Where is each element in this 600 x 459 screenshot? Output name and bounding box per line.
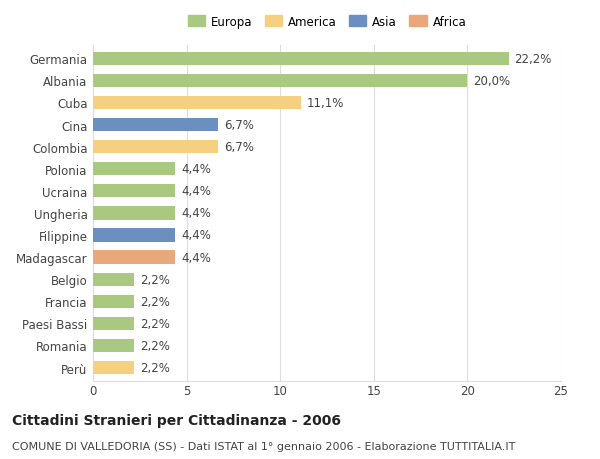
- Text: 4,4%: 4,4%: [181, 163, 211, 176]
- Text: 4,4%: 4,4%: [181, 207, 211, 220]
- Bar: [93, 74, 467, 88]
- Bar: [93, 229, 175, 242]
- Text: COMUNE DI VALLEDORIA (SS) - Dati ISTAT al 1° gennaio 2006 - Elaborazione TUTTITA: COMUNE DI VALLEDORIA (SS) - Dati ISTAT a…: [12, 441, 515, 451]
- Text: 4,4%: 4,4%: [181, 229, 211, 242]
- Text: 2,2%: 2,2%: [140, 361, 170, 374]
- Text: 11,1%: 11,1%: [307, 97, 344, 110]
- Text: 6,7%: 6,7%: [224, 141, 254, 154]
- Bar: [93, 118, 218, 132]
- Text: 2,2%: 2,2%: [140, 273, 170, 286]
- Bar: [93, 185, 175, 198]
- Text: 6,7%: 6,7%: [224, 119, 254, 132]
- Bar: [93, 163, 175, 176]
- Text: 4,4%: 4,4%: [181, 251, 211, 264]
- Bar: [93, 141, 218, 154]
- Text: 4,4%: 4,4%: [181, 185, 211, 198]
- Bar: [93, 52, 509, 66]
- Bar: [93, 339, 134, 353]
- Bar: [93, 273, 134, 286]
- Bar: [93, 295, 134, 308]
- Text: 2,2%: 2,2%: [140, 317, 170, 330]
- Text: 2,2%: 2,2%: [140, 339, 170, 352]
- Text: 22,2%: 22,2%: [514, 53, 551, 66]
- Bar: [93, 251, 175, 264]
- Text: Cittadini Stranieri per Cittadinanza - 2006: Cittadini Stranieri per Cittadinanza - 2…: [12, 413, 341, 427]
- Text: 2,2%: 2,2%: [140, 295, 170, 308]
- Legend: Europa, America, Asia, Africa: Europa, America, Asia, Africa: [183, 11, 471, 34]
- Bar: [93, 361, 134, 375]
- Text: 20,0%: 20,0%: [473, 75, 510, 88]
- Bar: [93, 96, 301, 110]
- Bar: [93, 317, 134, 330]
- Bar: [93, 207, 175, 220]
